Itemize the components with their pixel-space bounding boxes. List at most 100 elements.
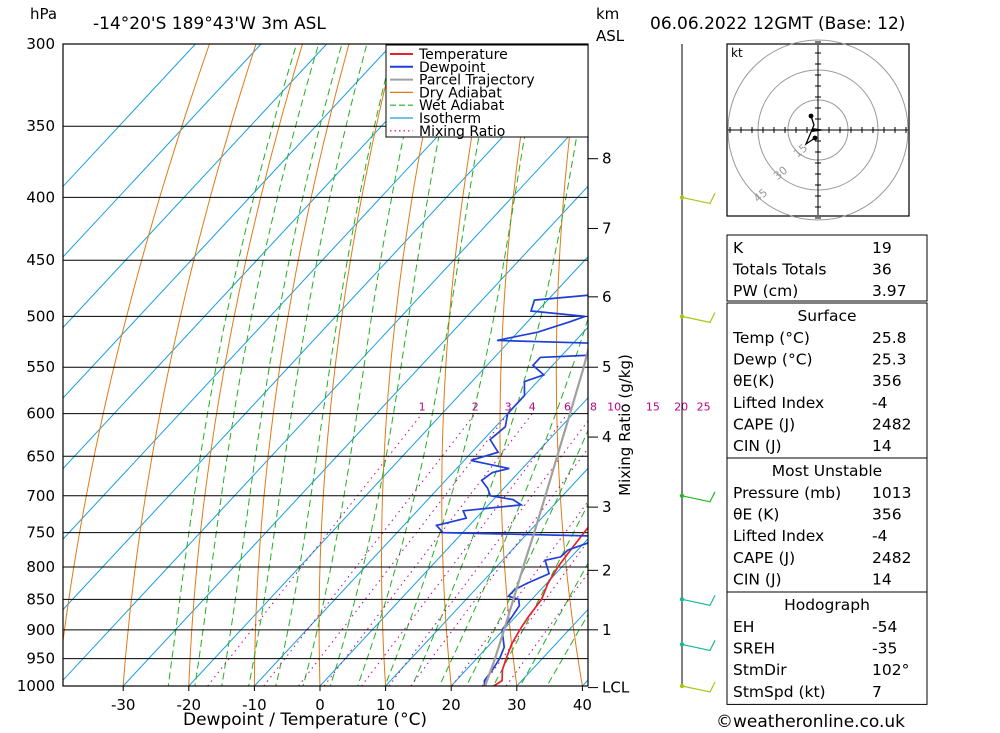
surface-label: CIN (J) — [733, 437, 782, 455]
parcel-trajectory-line — [483, 346, 588, 686]
isotherm-line — [63, 114, 588, 681]
credit: ©weatheronline.co.uk — [716, 712, 905, 732]
wet-adiabat-line — [465, 429, 588, 686]
dry-adiabat-line — [188, 44, 304, 686]
pressure-tick-label: 1000 — [17, 677, 55, 695]
surface-value: 14 — [872, 437, 892, 455]
most-unstable-label: CAPE (J) — [733, 549, 795, 567]
mixing-ratio-line — [323, 413, 533, 686]
surface-box — [726, 302, 928, 460]
axes: 3003504004505005506006507007508008509009… — [17, 35, 630, 714]
pressure-tick-label: 400 — [26, 188, 55, 206]
most-unstable-value: -4 — [872, 527, 887, 545]
height-unit-asl: ASL — [596, 27, 625, 45]
surface-value: -4 — [872, 394, 887, 412]
hodograph-box — [726, 591, 928, 705]
legend-label: Isotherm — [419, 111, 481, 127]
isotherm-line — [63, 44, 588, 611]
most-unstable-box — [726, 457, 928, 593]
sounding-curves — [434, 294, 588, 686]
isotherm-line — [63, 44, 262, 258]
wet-adiabat-line — [357, 44, 498, 686]
isotherm-line — [188, 256, 588, 686]
wind-barb — [681, 193, 716, 205]
x-tick-label: -20 — [177, 696, 202, 714]
isotherm-line — [63, 44, 196, 188]
mixing-ratio-line — [263, 413, 476, 686]
temperature-line — [493, 526, 588, 686]
indices-box-top — [726, 234, 928, 302]
wet-adiabat-line — [194, 44, 320, 686]
date-title: 06.06.2022 12GMT (Base: 12) — [650, 14, 905, 34]
surface-value: 356 — [872, 372, 902, 390]
hodograph-unit: kt — [731, 46, 743, 60]
pressure-tick-label: 750 — [26, 524, 55, 542]
mixing-ratio-label: 2 — [472, 401, 479, 414]
height-tick-label: 7 — [602, 219, 612, 237]
hodograph-label: StmDir — [733, 661, 787, 679]
index-value: 36 — [872, 261, 892, 279]
most-unstable-label: Pressure (mb) — [733, 484, 841, 502]
surface-value: 25.3 — [872, 351, 907, 369]
x-axis-label: Dewpoint / Temperature (°C) — [183, 710, 427, 730]
height-tick-label: LCL — [602, 679, 630, 697]
wet-adiabat-line — [248, 44, 368, 686]
indices-panel: K 19 Totals Totals 36 PW (cm) 3.97 Surface Temp… — [726, 234, 928, 705]
wind-barb — [681, 681, 716, 693]
location-title: -14°20'S 189°43'W 3m ASL — [93, 14, 326, 34]
x-tick-label: 30 — [507, 696, 526, 714]
mixing-ratio-label: 15 — [646, 401, 660, 414]
legend-label: Mixing Ratio — [419, 124, 505, 140]
pressure-tick-label: 300 — [26, 35, 55, 53]
hodograph-value: -35 — [872, 640, 897, 658]
most-unstable-label: Lifted Index — [733, 527, 824, 545]
height-tick-label: 1 — [602, 621, 612, 639]
hodograph-value: 102° — [872, 661, 909, 679]
hodograph-label: SREH — [733, 640, 775, 658]
isotherm-line — [63, 44, 328, 329]
isotherm-line — [63, 44, 459, 470]
most-unstable-value: 1013 — [872, 484, 911, 502]
wind-barb — [681, 640, 716, 652]
mixing-ratio-line — [207, 413, 423, 686]
height-unit-km: km — [596, 5, 619, 23]
mixing-ratio-line — [481, 540, 588, 686]
background-grid — [63, 26, 720, 712]
mixing-ratio-label: 4 — [529, 401, 536, 414]
height-tick-label: 5 — [602, 358, 612, 376]
wind-barb-dot — [679, 493, 685, 499]
wind-barb — [681, 491, 716, 503]
dry-adiabat-line — [122, 44, 257, 686]
hodograph-surface-point — [812, 135, 818, 141]
pressure-unit: hPa — [30, 5, 57, 23]
legend-label: Dry Adiabat — [419, 85, 502, 101]
pressure-tick-label: 800 — [26, 558, 55, 576]
surface-label: CAPE (J) — [733, 415, 795, 433]
wet-adiabat-line — [329, 44, 459, 686]
surface-title: Surface — [797, 307, 856, 325]
pressure-tick-label: 950 — [26, 650, 55, 668]
wet-adiabat-line — [519, 562, 588, 686]
plot-frame — [62, 43, 589, 687]
isotherm-line — [63, 44, 393, 399]
wind-barb — [681, 595, 716, 607]
mixing-ratio-axis-label: Mixing Ratio (g/kg) — [616, 354, 634, 496]
pressure-tick-label: 500 — [26, 307, 55, 325]
surface-value: 2482 — [872, 415, 911, 433]
wet-adiabat-line — [546, 613, 588, 686]
height-tick-label: 8 — [602, 150, 612, 168]
mixing-ratio-line — [361, 413, 568, 686]
hodograph-title: Hodograph — [784, 596, 870, 614]
x-tick-label: 10 — [376, 696, 395, 714]
mixing-ratio-label: 6 — [564, 401, 571, 414]
index-label: Totals Totals — [732, 261, 826, 279]
mixing-ratio-label: 20 — [674, 401, 688, 414]
mixing-ratio-labels: 1 2 3 4 6 8 10 15 20 25 — [419, 401, 711, 414]
dry-adiabat-line — [664, 26, 720, 712]
hodograph-top-point — [808, 113, 814, 119]
wet-adiabat-line — [492, 503, 588, 686]
x-tick-label: -30 — [111, 696, 136, 714]
most-unstable-title: Most Unstable — [772, 462, 882, 480]
